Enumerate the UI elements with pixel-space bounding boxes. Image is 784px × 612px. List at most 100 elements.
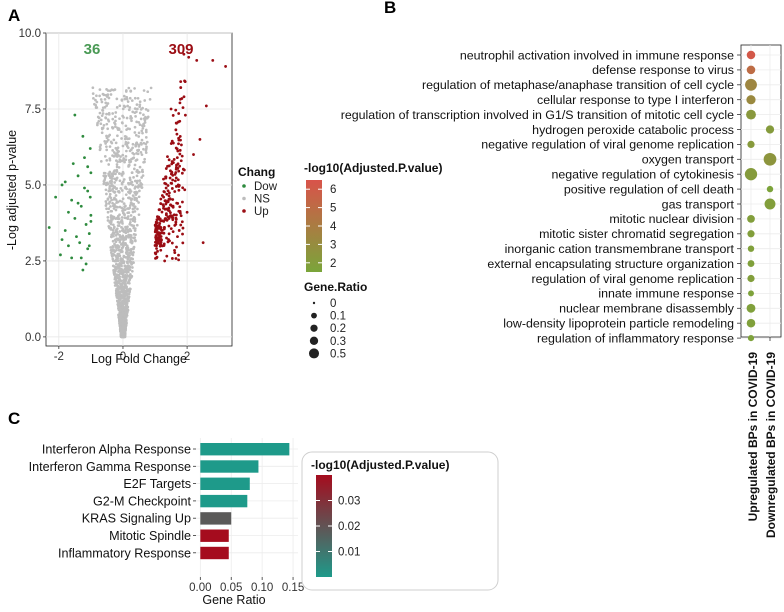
down-point [79,256,83,260]
ns-point [133,125,137,129]
ns-point [132,167,136,171]
up-point [182,52,186,56]
dotplot-dot [747,245,755,252]
up-point [168,214,172,218]
ns-point [107,163,111,166]
ns-point [105,202,108,206]
down-point [88,195,92,199]
down-point [54,195,58,199]
ns-point [146,109,150,112]
ns-point [105,148,109,152]
ns-point [116,227,119,231]
down-point [73,113,77,117]
bar-category-label: E2F Targets [123,477,191,491]
up-points [153,52,227,263]
volcano-x-tick-label: -2 [54,351,64,363]
up-point [159,248,163,252]
down-point [75,235,78,239]
ns-point [116,205,119,209]
ns-point [129,240,133,244]
bar [200,443,290,456]
ns-point [113,185,117,189]
ns-point [108,192,112,196]
up-point [175,132,179,136]
ns-point [144,128,148,132]
ns-point [104,101,108,105]
ns-point [133,163,137,167]
ns-point [144,149,148,152]
dotplot-dot [747,230,755,238]
down-point [47,226,51,229]
ns-point [115,187,119,190]
up-point [156,249,159,253]
bar [200,529,229,542]
up-point [168,176,172,180]
dotplot-color-legend-title: -log10(Adjusted.P.value) [304,161,442,175]
volcano-plot-frame [45,32,233,347]
up-point [159,237,163,241]
ns-point [118,160,122,163]
ns-point [118,158,122,161]
up-point [181,200,184,204]
bar [200,460,259,473]
down-point [86,165,90,169]
go-term-label: defense response to virus [592,63,734,77]
ns-point [95,106,99,109]
ns-point [141,126,145,130]
up-point [169,107,173,111]
up-point [164,202,168,206]
ns-point [124,193,128,197]
up-point [187,55,191,59]
ns-point [114,172,117,176]
ns-point [120,98,124,102]
ns-point [117,280,121,284]
ns-point [103,154,107,158]
go-term-label: regulation of metaphase/anaphase transit… [422,78,734,92]
ns-point [133,196,136,200]
go-term-label: hydrogen peroxide catabolic process [532,123,734,137]
up-point [174,257,178,260]
ns-point [112,207,116,210]
up-point [154,256,157,260]
ns-point [122,289,126,293]
ns-point [133,131,137,134]
ns-point [109,93,113,96]
ns-point [101,126,105,130]
ns-point [113,88,117,91]
up-point [170,257,174,260]
ns-point [121,144,125,148]
ns-point [118,316,122,320]
up-point [159,202,163,205]
down-point [89,220,93,223]
up-point [178,211,182,215]
ns-point [142,160,145,164]
up-point [163,181,167,185]
go-term-label: regulation of transcription involved in … [341,108,734,122]
ns-point [149,86,153,90]
ns-point [118,248,122,252]
up-point [154,225,158,228]
ns-point [133,229,137,233]
ns-point [109,246,113,249]
dotplot-colorbar-label: 5 [330,203,336,215]
ns-point [118,179,122,183]
go-term-label: innate immune response [598,287,734,301]
bar-color-legend-title: -log10(Adjusted.P.value) [311,458,449,472]
ns-point [126,261,129,264]
ns-point [111,117,115,121]
ns-point [99,143,103,147]
ns-point [114,115,117,119]
ns-point [112,155,116,158]
ns-point [113,205,117,208]
up-point [167,224,171,228]
ns-point [127,295,131,299]
ns-point [114,152,117,156]
ns-point [120,189,124,192]
dotplot-dot [764,198,776,210]
ns-point [109,214,113,217]
column-label-down: Downregulated BPs in COVID-19 [764,352,778,538]
ns-point [142,89,146,92]
ns-point [124,216,128,220]
up-point [172,213,176,217]
up-point [211,58,215,62]
